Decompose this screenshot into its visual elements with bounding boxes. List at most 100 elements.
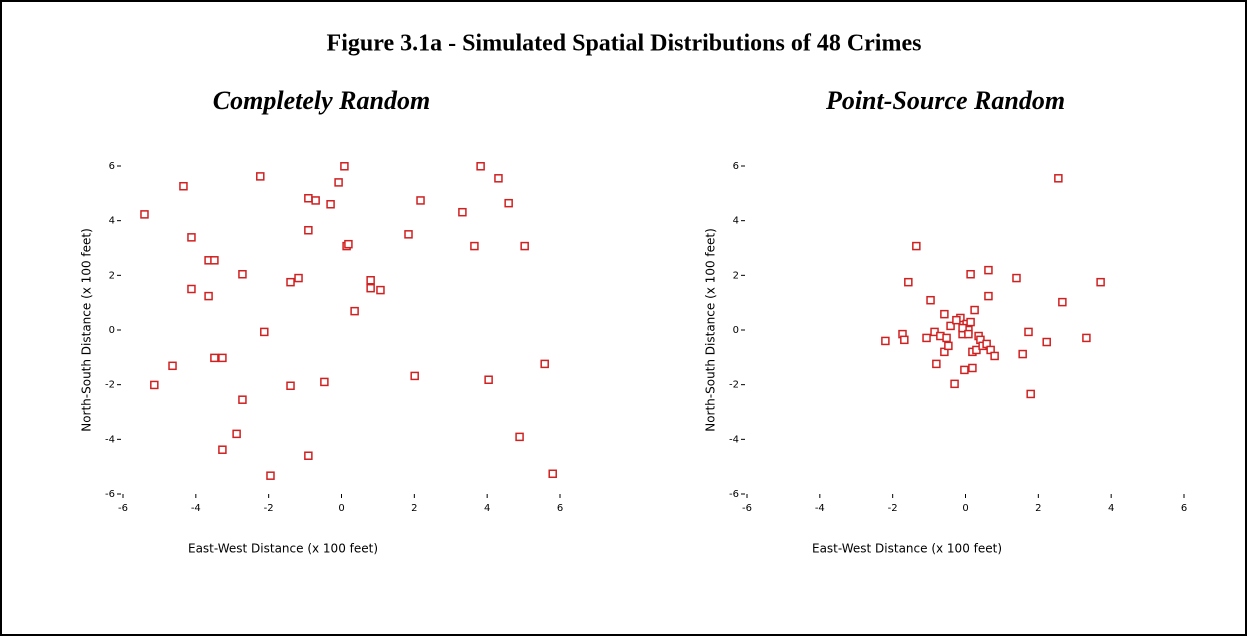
y-tick-label: 4 (109, 216, 115, 227)
point (238, 395, 247, 404)
point (168, 361, 177, 371)
point (266, 471, 275, 480)
point (950, 379, 959, 389)
point (548, 469, 557, 479)
point (311, 196, 320, 205)
point (922, 333, 931, 343)
x-axis-label: East-West Distance (x 100 feet) (188, 542, 378, 556)
x-tick-label: -6 (742, 503, 752, 514)
chart-title: Completely Random (213, 86, 430, 115)
x-tick-label: 4 (484, 503, 490, 514)
point (990, 351, 999, 361)
point (966, 317, 975, 327)
x-axis-label: East-West Distance (x 100 feet) (812, 542, 1002, 556)
point (150, 380, 159, 390)
point (344, 239, 353, 249)
point (304, 194, 313, 203)
point (504, 198, 513, 208)
point (376, 285, 385, 295)
y-tick-label: 0 (733, 325, 739, 336)
point (932, 359, 941, 369)
point (940, 309, 949, 319)
point (484, 375, 493, 384)
point (968, 363, 977, 373)
point (204, 291, 213, 301)
point (410, 371, 419, 381)
point (1082, 333, 1091, 343)
point (366, 283, 375, 293)
point (960, 365, 969, 375)
point (260, 327, 269, 337)
point (520, 241, 529, 251)
point (187, 284, 196, 294)
point (881, 336, 890, 346)
x-tick-label: 4 (1108, 503, 1114, 514)
point (179, 181, 188, 191)
x-tick-label: -2 (264, 503, 274, 514)
y-tick-label: 6 (733, 161, 739, 172)
point (1054, 174, 1063, 183)
point (218, 445, 227, 454)
point (904, 277, 913, 287)
point (458, 207, 467, 217)
x-tick-label: -2 (888, 503, 898, 514)
point (187, 233, 196, 242)
point (912, 241, 921, 251)
point (320, 377, 329, 387)
point (926, 295, 935, 305)
point (966, 269, 975, 279)
point (210, 256, 219, 265)
point (540, 359, 549, 369)
x-tick-label: -4 (191, 503, 201, 514)
y-axis-label: North-South Distance (x 100 feet) (704, 228, 718, 432)
point (334, 178, 343, 187)
y-tick-label: -2 (105, 380, 115, 391)
x-tick-label: 6 (557, 503, 563, 514)
y-tick-label: -4 (105, 434, 115, 445)
y-tick-label: -4 (729, 434, 739, 445)
y-tick-label: -6 (729, 489, 739, 500)
y-axis-label: North-South Distance (x 100 feet) (80, 228, 94, 432)
point (470, 241, 479, 251)
point (900, 335, 909, 345)
x-tick-label: 2 (411, 503, 417, 514)
point (958, 323, 967, 333)
point (238, 269, 247, 279)
y-tick-label: 4 (733, 216, 739, 227)
point (326, 200, 335, 209)
point (970, 305, 979, 315)
chart-title: Point-Source Random (825, 86, 1065, 115)
point (515, 432, 524, 442)
y-tick-label: -6 (105, 489, 115, 500)
point (218, 353, 227, 363)
point (232, 429, 241, 439)
y-tick-label: -2 (729, 380, 739, 391)
point (476, 162, 485, 171)
point (946, 321, 955, 331)
point (304, 225, 313, 235)
x-tick-label: 0 (338, 503, 344, 514)
point (256, 172, 265, 181)
point (1096, 277, 1105, 287)
point (1042, 337, 1051, 347)
point (286, 381, 295, 391)
point (404, 230, 413, 239)
point (416, 196, 425, 205)
x-tick-label: -4 (815, 503, 825, 514)
x-tick-label: 0 (962, 503, 968, 514)
x-tick-label: 6 (1181, 503, 1187, 514)
point (304, 451, 313, 460)
point (366, 276, 375, 285)
point (984, 265, 993, 275)
figure-title: Figure 3.1a - Simulated Spatial Distribu… (327, 31, 922, 57)
point (984, 291, 993, 301)
point (350, 306, 359, 316)
point (294, 273, 303, 283)
y-tick-label: 2 (109, 270, 115, 281)
y-tick-label: 0 (109, 325, 115, 336)
point (1024, 327, 1033, 337)
x-tick-label: -6 (118, 503, 128, 514)
point (1026, 389, 1035, 399)
